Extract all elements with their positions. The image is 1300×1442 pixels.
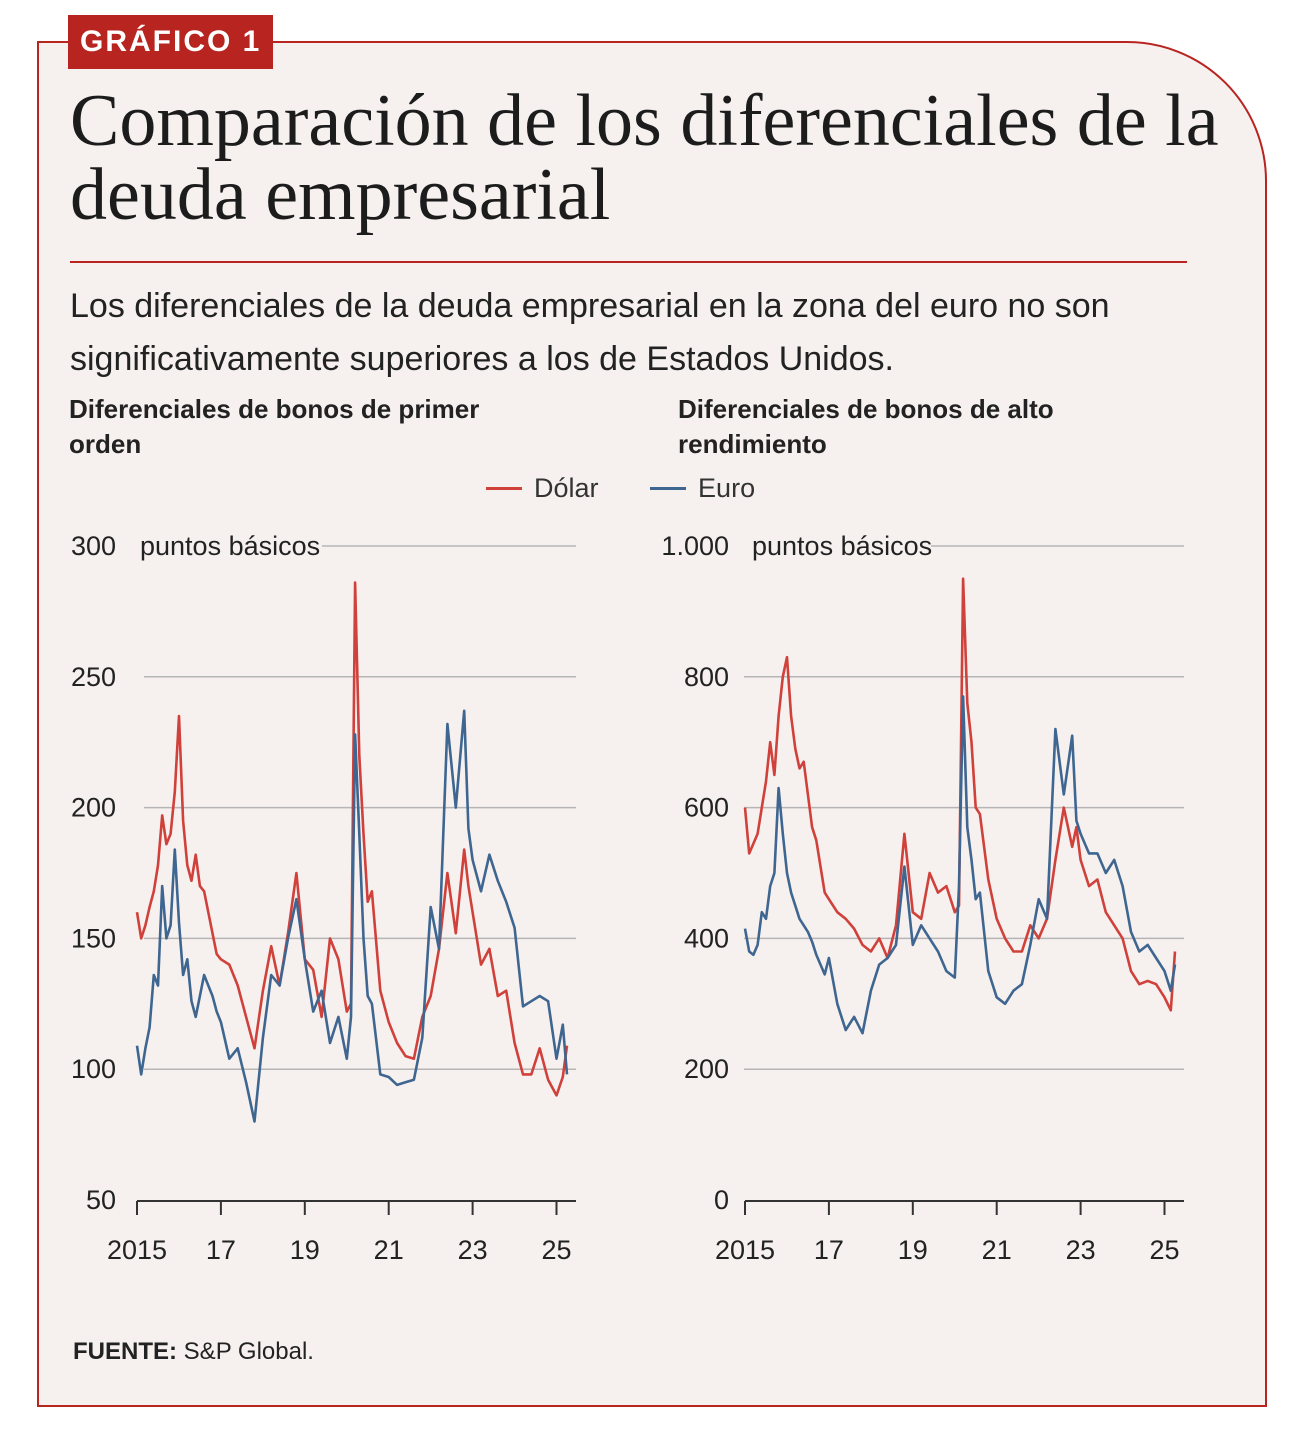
x-tick-label: 2015	[107, 1235, 167, 1265]
y-axis-unit-label: puntos básicos	[140, 531, 320, 561]
y-tick-label: 0	[714, 1185, 729, 1215]
chart-panel-right: 0 200 400 600 800 1.000 puntos básicos 2015 17 19…	[661, 531, 1184, 1265]
chart-subtitle: Los diferenciales de la deuda empresaria…	[70, 287, 1110, 378]
x-tick-label: 25	[1149, 1235, 1179, 1265]
y-tick-label: 600	[684, 793, 729, 823]
x-tick-label: 17	[814, 1235, 844, 1265]
y-tick-label: 100	[71, 1054, 116, 1084]
y-tick-label: 800	[684, 662, 729, 692]
legend-swatch-dollar	[486, 487, 522, 490]
chart-card	[37, 41, 1267, 1407]
panel-title-investment-grade: Diferenciales de bonos de primer orden	[69, 394, 480, 459]
legend-item-euro: Euro	[650, 473, 755, 504]
y-tick-label: 150	[71, 923, 116, 953]
title-divider	[70, 261, 1187, 263]
series-line-euro	[135, 709, 569, 1123]
y-axis-unit-label: puntos básicos	[752, 531, 932, 561]
x-tick-label: 2015	[715, 1235, 775, 1265]
x-tick-label: 23	[1066, 1235, 1096, 1265]
legend: Dólar Euro	[486, 466, 799, 504]
x-tick-label: 25	[541, 1235, 571, 1265]
y-tick-label: 250	[71, 662, 116, 692]
legend-label-dollar: Dólar	[534, 473, 599, 503]
source-note: FUENTE: S&P Global.	[73, 1338, 314, 1366]
x-tick-label: 17	[206, 1235, 236, 1265]
x-tick-label: 23	[458, 1235, 488, 1265]
chart-number-tag: GRÁFICO 1	[68, 15, 274, 69]
panel-title-high-yield: Diferenciales de bonos de alto rendimien…	[678, 394, 1054, 459]
y-tick-label: 200	[71, 793, 116, 823]
legend-swatch-euro	[650, 487, 687, 490]
y-tick-label: 300	[71, 531, 116, 561]
chart-title: Comparación de los diferenciales de la d…	[70, 80, 1219, 236]
source-label: FUENTE:	[73, 1338, 177, 1365]
y-tick-label: 1.000	[661, 531, 729, 561]
legend-label-euro: Euro	[698, 473, 756, 503]
x-tick-label: 21	[374, 1235, 404, 1265]
source-text: S&P Global.	[183, 1338, 314, 1365]
series-line-dollar	[135, 581, 569, 1097]
legend-item-dollar: Dólar	[486, 473, 599, 504]
series-line-dollar	[743, 577, 1177, 1012]
x-tick-label: 21	[982, 1235, 1012, 1265]
y-tick-label: 200	[684, 1054, 729, 1084]
y-tick-label: 50	[86, 1185, 116, 1215]
series-line-euro	[743, 695, 1177, 1035]
x-tick-label: 19	[290, 1235, 320, 1265]
x-tick-label: 19	[898, 1235, 928, 1265]
chart-panel-left: 50 100 150 200 250 300 puntos básicos 2015 17 19 2…	[71, 531, 576, 1265]
y-tick-label: 400	[684, 923, 729, 953]
